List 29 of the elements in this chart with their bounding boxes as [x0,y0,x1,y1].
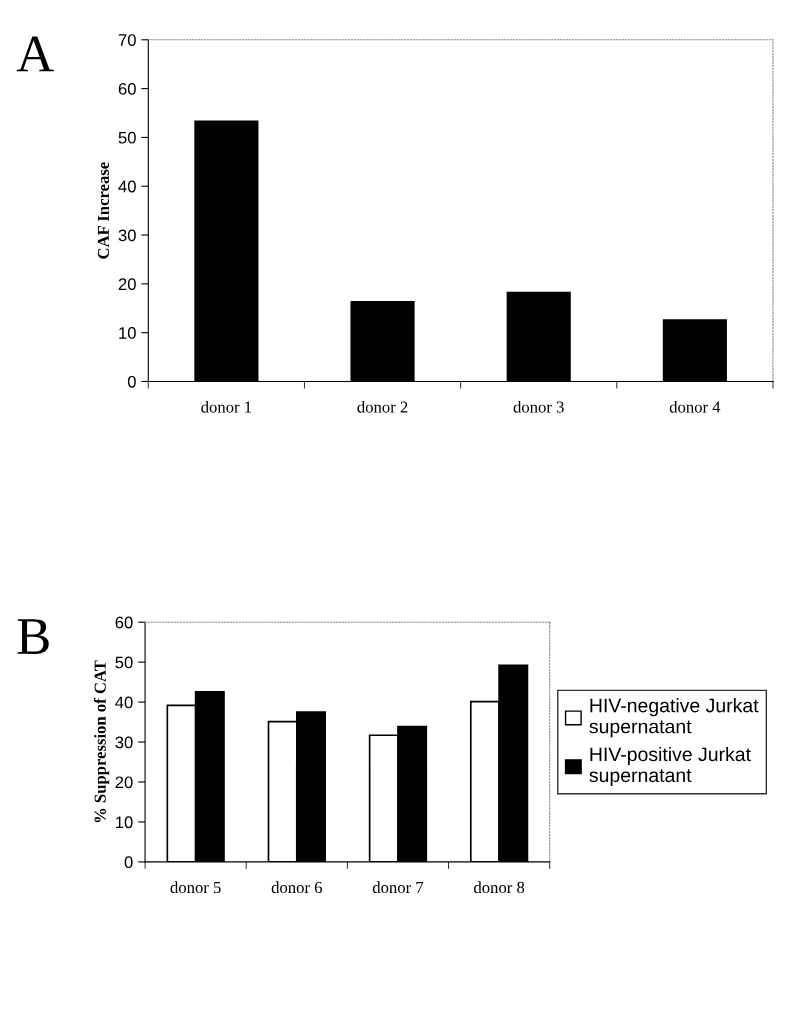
x-tick-label: donor 5 [170,881,221,894]
y-tick-label: 40 [115,696,133,709]
y-tick-label: 20 [115,776,133,789]
y-tick-label: 0 [127,375,136,388]
y-tick-label: 10 [116,816,133,829]
legend-label: HIV-positive Jurkat supernatant [589,746,751,786]
y-tick-label: 60 [118,83,136,95]
y-tick-label: 60 [115,616,133,629]
legend-label: HIV-negative Jurkat supernatant [589,698,759,738]
chart-title: A [16,36,54,72]
y-tick-label: 10 [119,327,136,339]
y-tick-label: 30 [118,229,136,242]
y-tick-label: 70 [118,34,136,46]
x-tick-label: donor 4 [669,400,721,413]
x-tick-label: donor 8 [474,881,525,894]
x-tick-label: donor 3 [513,400,564,413]
x-tick-label: donor 1 [201,400,252,413]
y-tick-label: 50 [118,131,136,144]
x-tick-label: donor 6 [271,881,322,894]
y-tick-label: 20 [118,278,136,291]
x-tick-label: donor 7 [372,881,424,894]
y-tick-label: 30 [115,736,133,749]
x-tick-label: donor 2 [357,400,408,413]
y-tick-label: 40 [118,180,136,193]
y-tick-label: 0 [124,856,133,869]
chart-title: B [17,619,49,654]
y-tick-label: 50 [115,656,133,669]
y-axis-title: % Suppression of CAT [93,660,110,823]
y-axis-title: CAF Increase [97,162,110,259]
